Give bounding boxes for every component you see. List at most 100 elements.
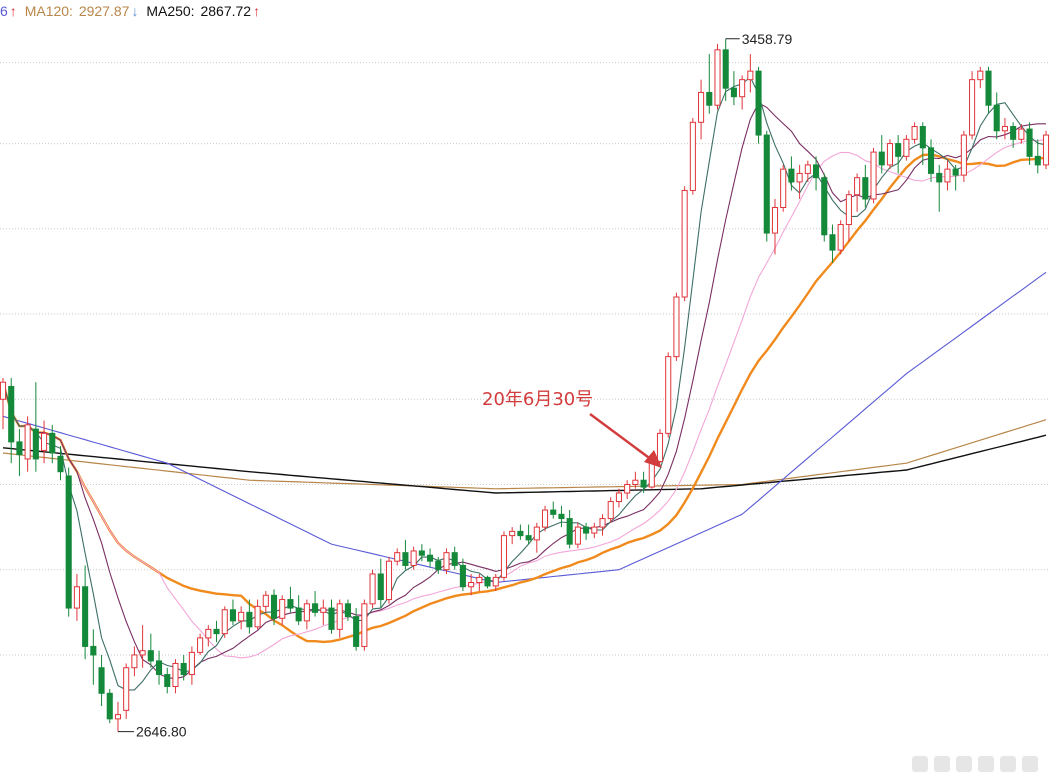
candle (500, 531, 508, 581)
candle-body (427, 554, 434, 562)
candle (435, 556, 442, 574)
candle-body (558, 513, 565, 520)
candle-body (821, 177, 828, 236)
candle (895, 135, 902, 174)
candle (155, 650, 163, 685)
candle (402, 539, 409, 570)
annotation-arrow (589, 412, 653, 462)
candle-body (459, 564, 466, 588)
candle-body (755, 70, 762, 136)
high-price-label: 3458.79 (742, 31, 793, 47)
candle-body (229, 609, 236, 622)
ma120-line (2, 419, 1047, 490)
candle-body (845, 194, 852, 226)
candle-body (98, 667, 105, 694)
candle (681, 186, 688, 302)
candle-body (566, 518, 573, 545)
candle-body (903, 138, 910, 157)
candle (755, 66, 762, 144)
candle-body (336, 603, 343, 630)
candle-body (205, 628, 212, 639)
candle (377, 558, 384, 609)
candle-body (829, 234, 836, 251)
up-arrow-icon: ↑ (9, 3, 17, 19)
candle-body (16, 441, 23, 456)
candle-body (451, 552, 458, 566)
candle (394, 548, 401, 566)
candle-body (730, 87, 737, 98)
up-arrow-icon: ↑ (253, 3, 261, 19)
candle (361, 599, 368, 651)
candle-body (41, 432, 48, 451)
candle (550, 501, 557, 519)
candle (254, 599, 261, 630)
candle-body (706, 91, 713, 106)
candle-body (197, 637, 204, 653)
candle-body (500, 535, 508, 578)
date-annotation: 20年6月30号 (482, 389, 593, 410)
candle (90, 629, 97, 685)
candle (878, 135, 885, 174)
candle (303, 599, 310, 630)
candle (238, 606, 245, 630)
candle (123, 663, 130, 719)
candle (747, 54, 754, 93)
candle (541, 505, 549, 532)
candle (131, 646, 138, 677)
candle-body (82, 586, 89, 647)
candle (418, 544, 425, 562)
candle-body (1001, 126, 1008, 132)
candle (1034, 139, 1041, 174)
candle (229, 599, 236, 626)
candle (845, 190, 852, 242)
candle-body (295, 607, 302, 622)
candle-body (583, 526, 590, 534)
candle (246, 599, 253, 634)
candle-body (443, 552, 450, 571)
candle (205, 625, 212, 647)
candle (706, 54, 713, 114)
candle (1010, 122, 1017, 148)
candle (427, 548, 434, 568)
candle-body (476, 576, 483, 583)
candle-body (574, 526, 581, 545)
ma-legend: 6 ↑ MA120: 2927.87 ↓ MA250: 2867.72 ↑ (0, 3, 264, 19)
candle (32, 382, 39, 472)
candle-body (665, 356, 672, 434)
candle (829, 224, 836, 263)
candle (287, 586, 294, 613)
candle-body (944, 168, 951, 183)
candle-body (213, 628, 220, 635)
candle-body (221, 609, 228, 635)
candle (270, 589, 278, 626)
candle-body (369, 573, 376, 605)
candle-body (73, 586, 80, 609)
candle (1026, 122, 1033, 165)
candle-body (90, 645, 97, 656)
candle-body (106, 692, 113, 720)
candle (492, 573, 499, 592)
candle-body (418, 550, 425, 556)
candle (147, 633, 154, 668)
price-markers: 3458.79 2646.80 20年6月30号 (117, 31, 793, 740)
candle-body (886, 143, 894, 166)
candle-body (936, 172, 943, 183)
candle-body (0, 381, 7, 400)
candle-body (1010, 126, 1017, 140)
candle-body (344, 603, 351, 618)
candle-body (722, 49, 729, 89)
watermark-dots-icon (912, 756, 1038, 772)
candle (796, 164, 803, 199)
candle-body (993, 104, 1000, 132)
candle-body (771, 207, 779, 234)
candle-body (402, 552, 409, 566)
candle (919, 122, 926, 165)
candle-body (969, 79, 976, 136)
candle-body (361, 603, 368, 647)
candle-body (714, 49, 721, 106)
candle (0, 377, 7, 430)
candle-body (114, 714, 122, 720)
candle-body (739, 79, 746, 98)
candle-body (270, 594, 278, 619)
